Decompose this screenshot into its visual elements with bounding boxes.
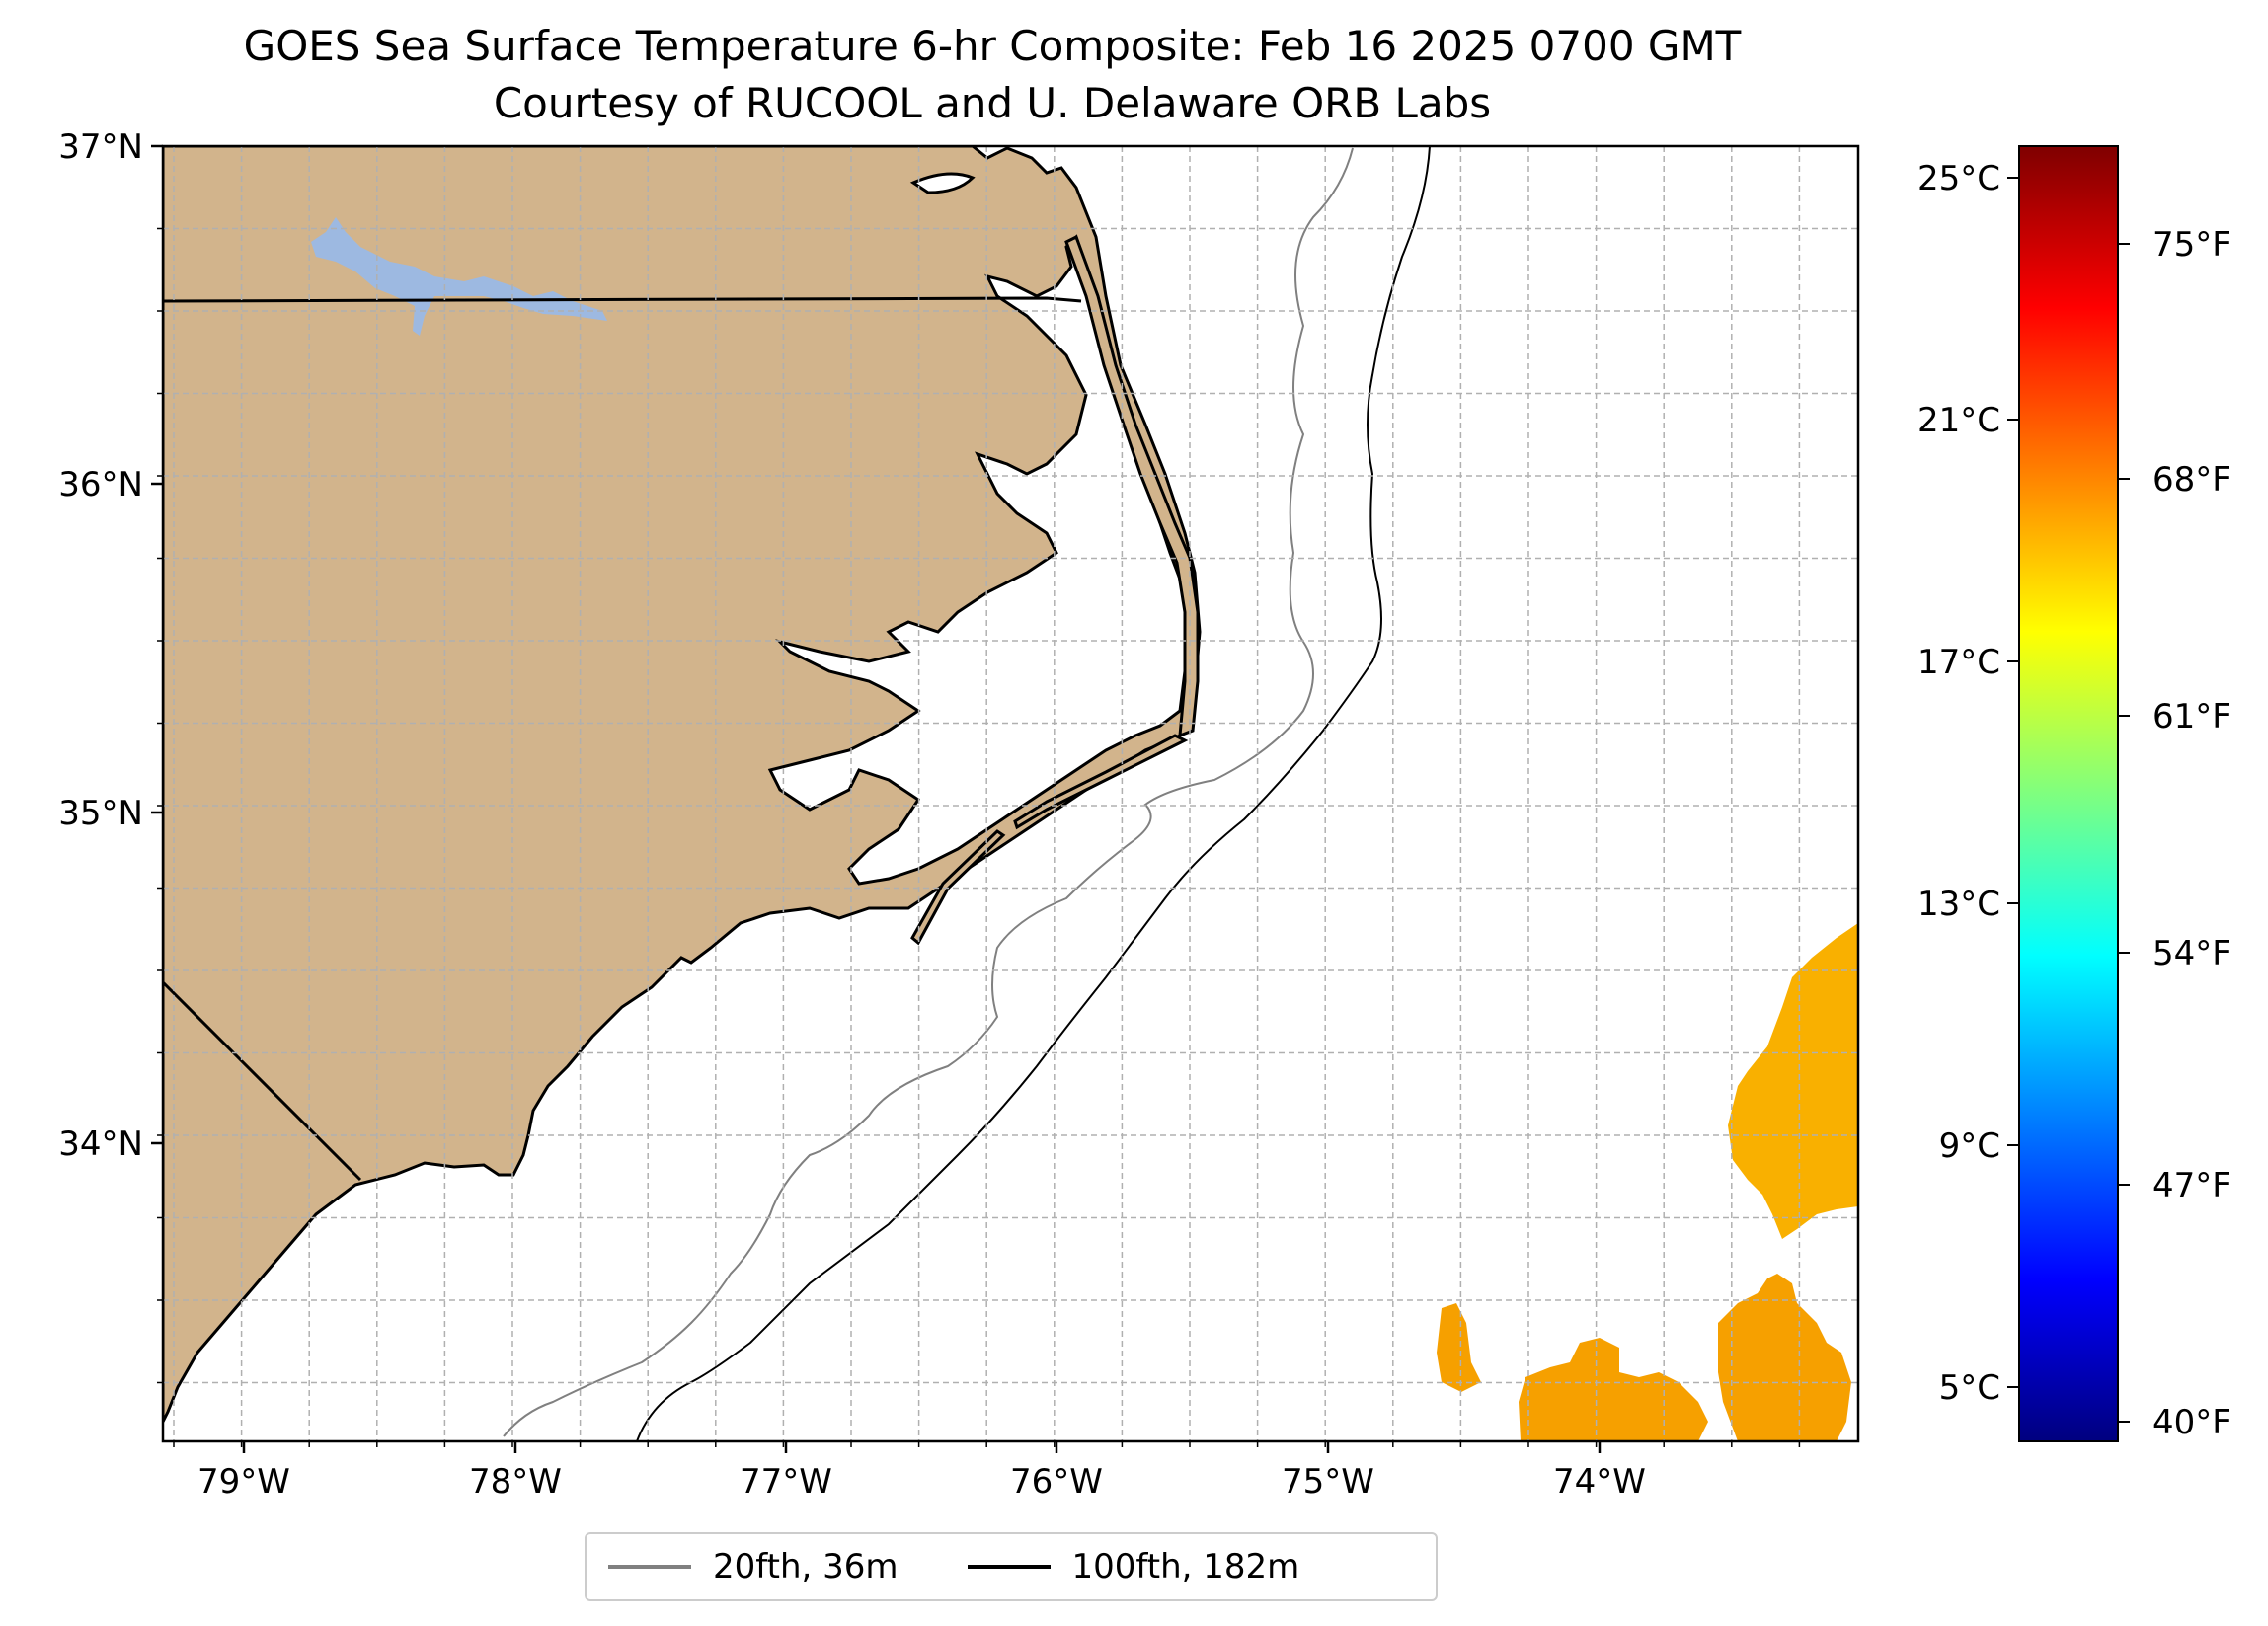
lat-label: 35°N [58, 794, 143, 833]
lon-label: 75°W [1282, 1462, 1374, 1502]
legend-label-100fth: 100fth, 182m [1071, 1547, 1300, 1587]
colorbar [2018, 145, 2119, 1442]
colorbar-fahrenheit-label: 54°F [2152, 934, 2231, 973]
lon-label: 77°W [740, 1462, 832, 1502]
lon-label: 74°W [1553, 1462, 1646, 1502]
land-mass [163, 146, 1202, 1423]
colorbar-celsius-label: 9°C [1939, 1126, 2000, 1166]
colorbar-celsius-label: 5°C [1939, 1368, 2000, 1408]
sst-patch-south [1437, 1274, 1851, 1441]
lon-label: 79°W [197, 1462, 290, 1502]
colorbar-fahrenheit-label: 68°F [2152, 460, 2231, 500]
sst-patch-east [1728, 923, 1858, 1239]
bathymetry [503, 146, 1431, 1441]
lat-label: 34°N [58, 1124, 143, 1164]
state-boundaries [163, 296, 1082, 1182]
colorbar-fahrenheit-label: 40°F [2152, 1403, 2231, 1442]
legend-item-100fth: 100fth, 182m [967, 1547, 1300, 1587]
sst-patches [1437, 923, 1858, 1441]
colorbar-celsius-label: 25°C [1917, 159, 2000, 198]
colorbar-fahrenheit-label: 47°F [2152, 1166, 2231, 1205]
lon-label: 78°W [469, 1462, 562, 1502]
map-panel [163, 146, 1858, 1441]
lat-label: 37°N [58, 127, 143, 167]
legend: 20fth, 36m 100fth, 182m [585, 1532, 1438, 1601]
legend-swatch-20fth [608, 1565, 691, 1569]
lake [311, 217, 607, 336]
legend-label-20fth: 20fth, 36m [713, 1547, 899, 1587]
colorbar-fahrenheit-label: 75°F [2152, 225, 2231, 265]
map-title: GOES Sea Surface Temperature 6-hr Compos… [243, 22, 1742, 70]
map-subtitle: Courtesy of RUCOOL and U. Delaware ORB L… [493, 79, 1492, 127]
contour-20fth [503, 147, 1354, 1437]
lat-label: 36°N [58, 465, 143, 504]
colorbar-celsius-label: 13°C [1917, 885, 2000, 924]
legend-item-20fth: 20fth, 36m [608, 1547, 899, 1587]
colorbar-celsius-label: 21°C [1917, 401, 2000, 440]
lon-label: 76°W [1010, 1462, 1103, 1502]
latitude-axis: 37°N 36°N 35°N 34°N [58, 127, 163, 1384]
gridlines [163, 146, 1858, 1441]
colorbar-ticks: 25°C 21°C 17°C 13°C 9°C 5°C 75°F 68°F 61°F 54°F 47… [1917, 159, 2231, 1442]
legend-swatch-100fth [967, 1565, 1051, 1569]
contour-100fth [636, 146, 1431, 1441]
colorbar-celsius-label: 17°C [1917, 643, 2000, 682]
map-frame [161, 144, 1860, 1443]
longitude-axis: 79°W 78°W 77°W 76°W 75°W 74°W [173, 1441, 1801, 1502]
colorbar-fahrenheit-label: 61°F [2152, 697, 2231, 736]
